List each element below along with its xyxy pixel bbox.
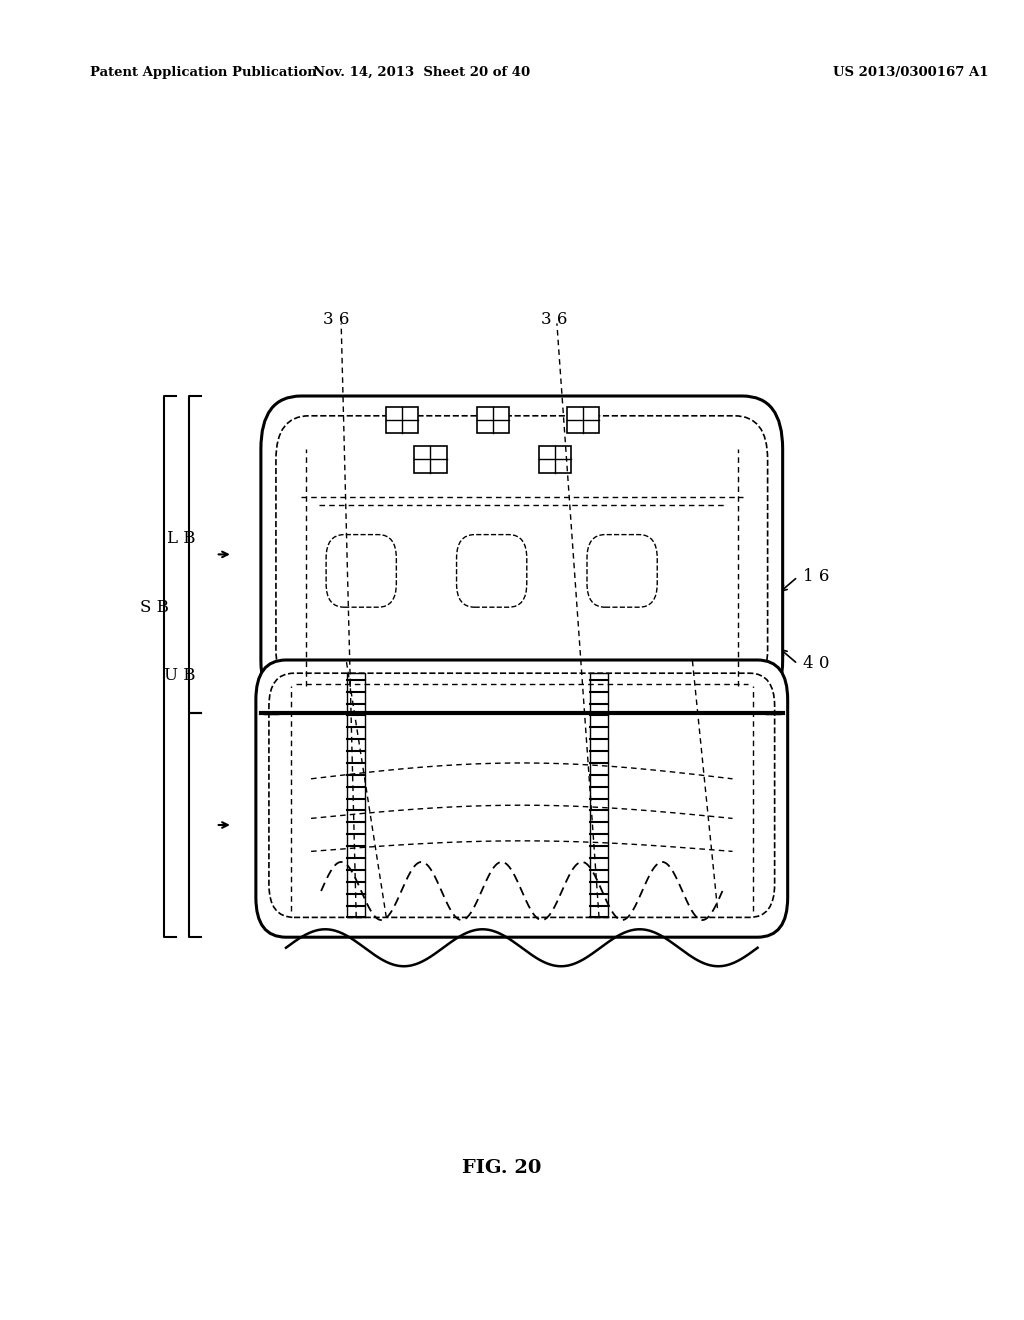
Text: 1 8: 1 8 [721, 906, 746, 921]
Text: US 2013/0300167 A1: US 2013/0300167 A1 [833, 66, 988, 79]
Bar [386, 407, 419, 433]
FancyBboxPatch shape [261, 396, 782, 713]
Text: 1 7: 1 7 [386, 913, 413, 929]
Text: 3 6: 3 6 [541, 312, 567, 327]
Text: U B: U B [164, 668, 196, 684]
Bar [590, 673, 608, 917]
Text: FIG. 20: FIG. 20 [462, 1159, 542, 1177]
Bar [415, 446, 446, 473]
Text: Patent Application Publication: Patent Application Publication [90, 66, 317, 79]
Text: L B: L B [167, 531, 196, 546]
Text: 4 0: 4 0 [803, 656, 829, 672]
Text: S B: S B [139, 599, 169, 615]
Bar [347, 673, 366, 917]
Text: 3 6: 3 6 [323, 312, 349, 327]
Text: Nov. 14, 2013  Sheet 20 of 40: Nov. 14, 2013 Sheet 20 of 40 [313, 66, 530, 79]
Bar [539, 446, 571, 473]
Bar [476, 407, 509, 433]
FancyBboxPatch shape [256, 660, 787, 937]
Bar [567, 407, 599, 433]
FancyBboxPatch shape [275, 416, 768, 693]
FancyBboxPatch shape [269, 673, 774, 917]
Text: 1 6: 1 6 [803, 569, 829, 585]
